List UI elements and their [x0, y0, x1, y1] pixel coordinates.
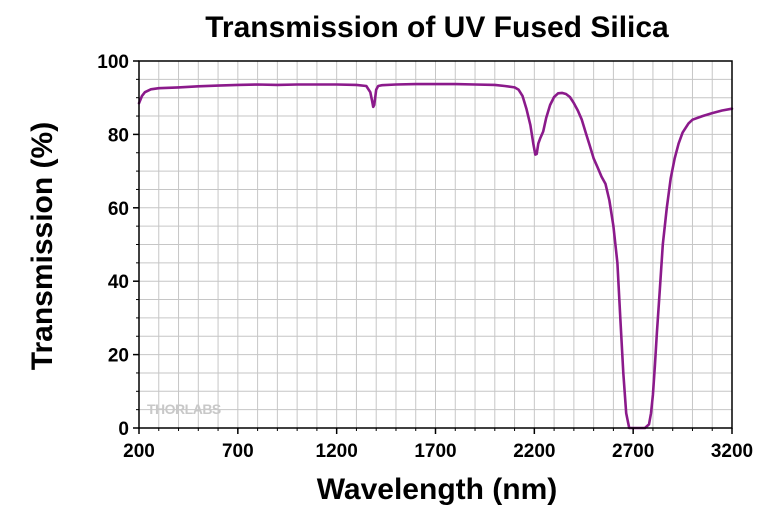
series-layer [137, 82, 734, 430]
x-tick-label: 1700 [414, 441, 456, 462]
y-axis-label: Transmission (%) [26, 122, 59, 370]
y-tick-label: 80 [108, 125, 129, 146]
x-tick-label: 3200 [711, 441, 753, 462]
y-tick-label: 20 [108, 346, 129, 367]
x-tick-label: 700 [222, 441, 254, 462]
transmission-line [137, 82, 734, 430]
grid [139, 61, 732, 428]
y-tick-label: 60 [108, 199, 129, 220]
y-tick-label: 40 [108, 272, 129, 293]
y-tick-label: 100 [97, 52, 129, 73]
x-axis-label: Wavelength (nm) [317, 473, 558, 506]
y-tick-label: 0 [118, 419, 129, 440]
x-tick-label: 200 [123, 441, 155, 462]
x-tick-label: 2700 [612, 441, 654, 462]
tick-layer: 200 700 1200 1700 2200 2700 3200 0 20 40 60 80 100 [97, 52, 753, 462]
x-tick-label: 1200 [316, 441, 358, 462]
thorlabs-watermark: THORLABS [147, 401, 221, 417]
chart-title: Transmission of UV Fused Silica [205, 11, 669, 44]
x-tick-label: 2200 [513, 441, 555, 462]
